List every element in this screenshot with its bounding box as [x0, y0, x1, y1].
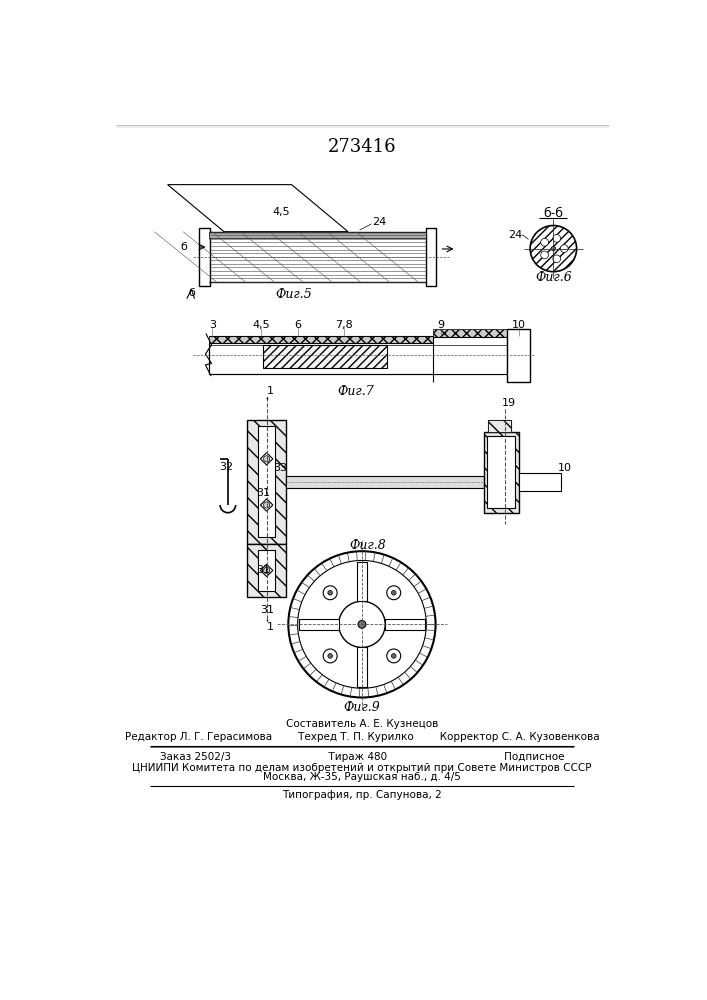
Polygon shape	[168, 185, 348, 232]
Text: 10: 10	[511, 320, 525, 330]
Text: Фиг.7: Фиг.7	[337, 385, 374, 398]
Circle shape	[298, 560, 426, 688]
Bar	[507, 329, 530, 382]
Text: Фиг.6: Фиг.6	[535, 271, 572, 284]
Circle shape	[392, 590, 396, 595]
Bar	[209, 343, 507, 374]
Text: Типография, пр. Сапунова, 2: Типография, пр. Сапунова, 2	[282, 790, 442, 800]
Bar	[488, 420, 510, 432]
Polygon shape	[299, 619, 339, 630]
Text: ЦНИИПИ Комитета по делам изобретений и открытий при Совете Министров СССР: ЦНИИПИ Комитета по делам изобретений и о…	[132, 763, 592, 773]
Text: 19: 19	[501, 398, 515, 408]
Circle shape	[358, 620, 366, 628]
Polygon shape	[356, 647, 368, 687]
Circle shape	[551, 246, 556, 251]
Bar	[484, 432, 518, 513]
Text: 4,5: 4,5	[252, 320, 270, 330]
Text: Составитель А. Е. Кузнецов: Составитель А. Е. Кузнецов	[286, 719, 438, 729]
Bar	[199, 228, 210, 286]
Text: 31: 31	[260, 605, 274, 615]
Bar	[258, 550, 275, 591]
Circle shape	[392, 654, 396, 658]
Bar	[286, 476, 484, 488]
Bar	[247, 544, 286, 597]
Text: 1: 1	[267, 386, 274, 396]
Text: 9: 9	[438, 320, 445, 330]
Circle shape	[339, 601, 385, 647]
Bar	[433, 329, 507, 343]
Circle shape	[288, 551, 436, 698]
Circle shape	[328, 590, 332, 595]
Circle shape	[264, 456, 270, 462]
Bar	[209, 336, 507, 343]
Polygon shape	[260, 564, 273, 577]
Circle shape	[264, 567, 270, 574]
Text: Редактор Л. Г. Герасимова        Техред Т. П. Курилко        Корректор С. А. Куз: Редактор Л. Г. Герасимова Техред Т. П. К…	[124, 732, 600, 742]
Text: 33: 33	[274, 463, 288, 473]
Bar	[258, 426, 275, 537]
Text: 1: 1	[267, 622, 274, 632]
Circle shape	[328, 654, 332, 658]
Bar	[488, 420, 510, 432]
Text: б: б	[188, 288, 195, 298]
Text: б: б	[180, 242, 187, 252]
Bar	[426, 228, 436, 286]
Circle shape	[541, 238, 549, 246]
Text: Фиг.9: Фиг.9	[344, 701, 380, 714]
Text: Фиг.5: Фиг.5	[275, 288, 312, 301]
Text: 32: 32	[219, 462, 233, 472]
Text: 31: 31	[256, 488, 270, 498]
Text: 10: 10	[558, 463, 572, 473]
Text: 24: 24	[372, 217, 386, 227]
Text: 7,8: 7,8	[335, 320, 353, 330]
Text: Фиг.8: Фиг.8	[349, 539, 386, 552]
Polygon shape	[385, 619, 425, 630]
Circle shape	[264, 502, 270, 508]
Polygon shape	[260, 453, 273, 465]
Bar	[486, 436, 515, 508]
Circle shape	[530, 225, 577, 272]
Circle shape	[553, 234, 561, 242]
Text: 3: 3	[209, 320, 216, 330]
Polygon shape	[356, 562, 368, 601]
Text: 6: 6	[294, 320, 301, 330]
Circle shape	[553, 255, 561, 263]
Bar	[209, 232, 426, 238]
Bar	[433, 337, 507, 374]
Polygon shape	[260, 499, 273, 511]
Bar	[263, 345, 387, 368]
Circle shape	[323, 649, 337, 663]
Circle shape	[387, 586, 401, 600]
Circle shape	[323, 586, 337, 600]
Bar	[518, 473, 561, 491]
Text: 273416: 273416	[327, 138, 396, 156]
Text: Заказ 2502/3                              Тираж 480                             : Заказ 2502/3 Тираж 480	[160, 752, 564, 762]
Text: Москва, Ж-35, Раушская наб., д. 4/5: Москва, Ж-35, Раушская наб., д. 4/5	[263, 772, 461, 782]
Text: 4,5: 4,5	[272, 207, 290, 217]
Circle shape	[541, 251, 549, 259]
Bar	[247, 420, 286, 544]
Text: б-б: б-б	[544, 207, 563, 220]
Text: 31: 31	[256, 565, 270, 575]
Text: 24: 24	[508, 230, 522, 240]
Circle shape	[387, 649, 401, 663]
Circle shape	[561, 245, 568, 252]
